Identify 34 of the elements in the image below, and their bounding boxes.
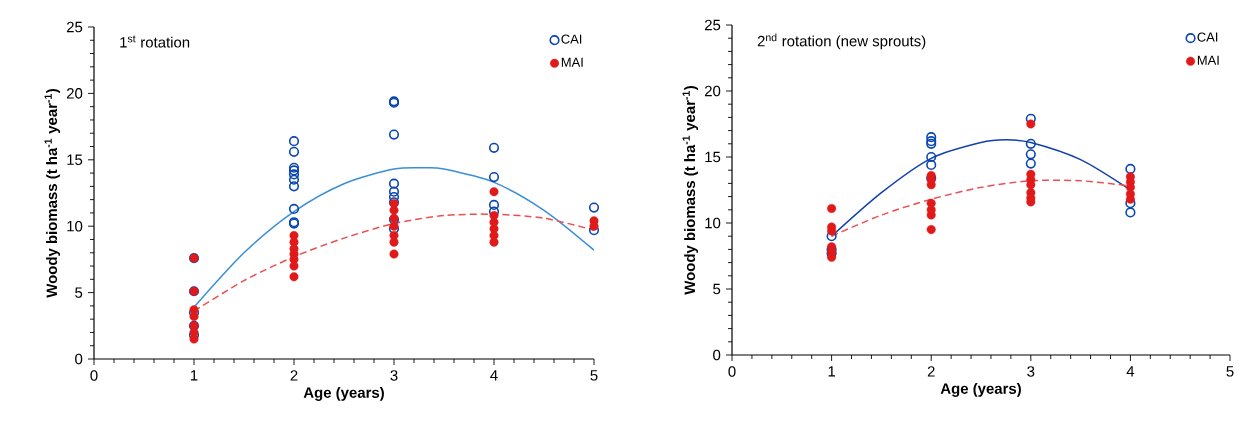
y-tick-label: 0	[75, 353, 83, 365]
x-tick-label: 4	[490, 370, 498, 381]
legend-label: MAI	[1197, 55, 1219, 65]
x-tick-label: 4	[1126, 366, 1135, 377]
x-tick-label: 3	[1027, 366, 1035, 377]
y-tick-label: 15	[67, 154, 83, 166]
x-axis-title: Age (years)	[940, 382, 1021, 397]
y-tick-label: 10	[705, 217, 721, 229]
y-tick-label: 0	[713, 349, 721, 361]
text: 2$^{nd}$ rotation (new sprouts)	[757, 33, 926, 50]
x-tick-label: 5	[590, 370, 598, 381]
y-tick-label: 10	[67, 220, 83, 232]
x-axis-title: Age (years)	[303, 386, 384, 401]
y-tick-label: 15	[705, 151, 721, 163]
y-tick-label: 5	[75, 287, 83, 298]
y-tick-label: 20	[704, 85, 721, 97]
x-tick-label: 2	[927, 366, 935, 377]
x-tick-label: 3	[390, 370, 398, 381]
x-tick-label: 1	[190, 370, 198, 381]
y-tick-label: 25	[704, 19, 721, 31]
x-tick-label: 1	[828, 366, 836, 377]
legend-label: MAI	[561, 57, 583, 67]
x-tick-label: 5	[1226, 366, 1234, 377]
x-tick-label: 2	[290, 370, 298, 381]
y-axis-title: Woody biomass (t ha$^{-1}$ year$^{-1}$)	[682, 86, 699, 295]
chart-title: 1$^{st}$ rotation	[120, 35, 190, 48]
y-tick-label: 20	[66, 88, 83, 99]
y-tick-label: 5	[713, 283, 721, 295]
y-axis-title: Woody biomass (t ha$^{-1}$ year$^{-1}$)	[44, 89, 61, 298]
legend-label: CAI	[1197, 32, 1218, 42]
x-tick-label: 0	[90, 370, 98, 381]
legend-label: CAI	[561, 34, 582, 44]
x-tick-label: 0	[728, 366, 736, 377]
y-tick-label: 25	[66, 21, 83, 33]
